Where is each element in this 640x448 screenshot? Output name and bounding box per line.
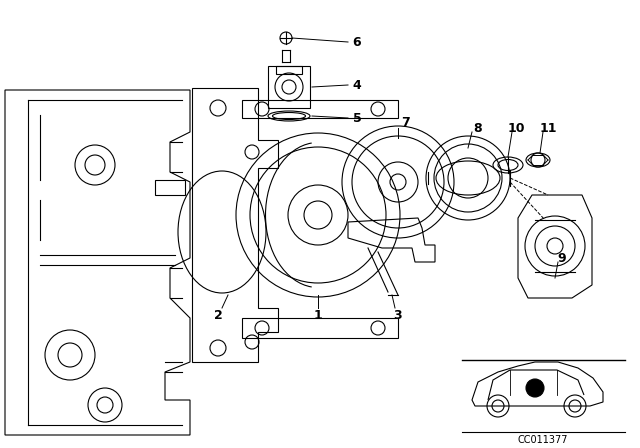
Text: 3: 3: [394, 309, 403, 322]
Text: 4: 4: [353, 78, 362, 91]
Text: 10: 10: [508, 121, 525, 134]
Text: 6: 6: [353, 35, 362, 48]
Text: 11: 11: [540, 121, 557, 134]
Text: 2: 2: [214, 309, 222, 322]
Text: 5: 5: [353, 112, 362, 125]
Text: 9: 9: [557, 251, 566, 264]
Text: CC011377: CC011377: [518, 435, 568, 445]
Text: 1: 1: [314, 309, 323, 322]
Circle shape: [526, 379, 544, 397]
Text: 7: 7: [401, 116, 410, 129]
Text: 8: 8: [474, 121, 483, 134]
